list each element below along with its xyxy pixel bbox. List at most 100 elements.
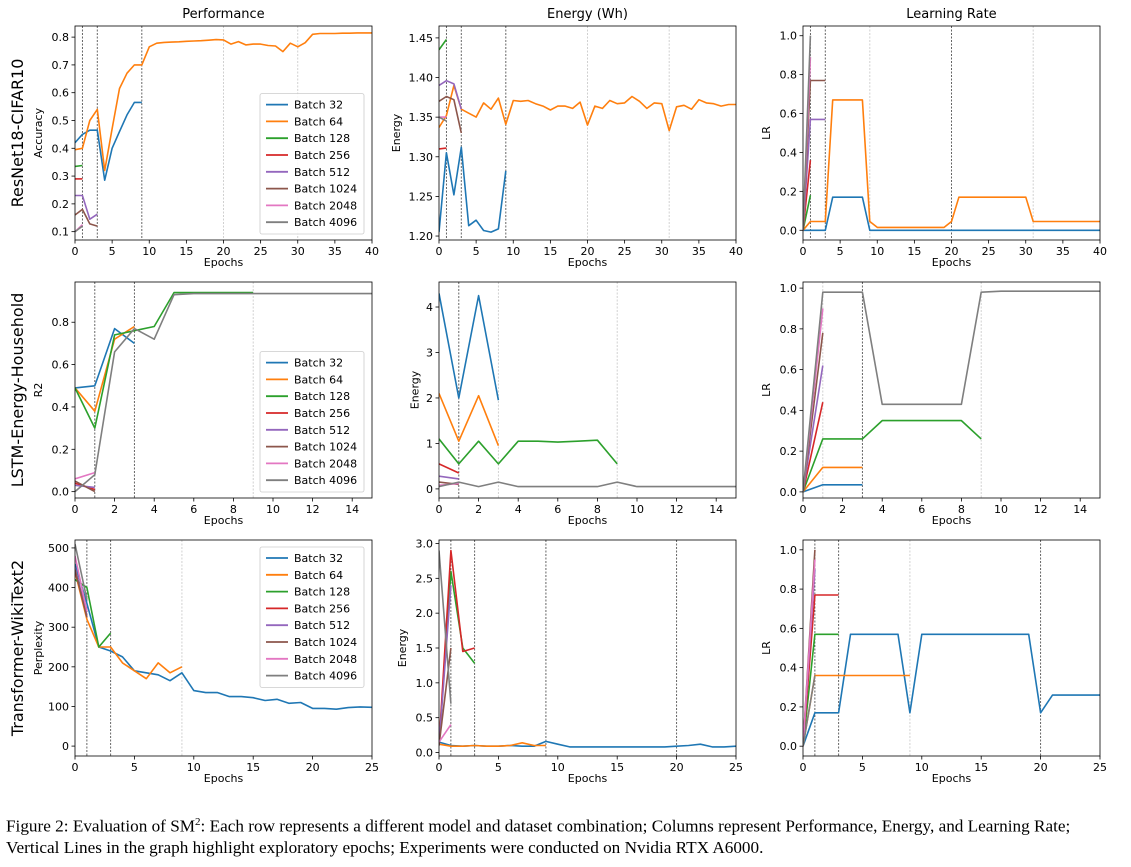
y-tick-label: 300 [48,621,69,634]
x-tick-label: 2 [839,503,846,516]
x-tick-label: 12 [670,503,684,516]
caption-text: : Each row represents a different model … [6,816,1071,858]
series-line-batch-4096 [439,481,736,488]
x-tick-label: 15 [610,761,624,774]
series-line-batch-256 [803,594,839,747]
series-line-batch-512 [803,118,826,231]
x-tick-label: 14 [709,503,723,516]
x-tick-label: 25 [982,245,996,258]
y-tick-label: 0.6 [52,87,70,100]
x-axis-label: Epochs [568,772,608,785]
x-tick-label: 0 [800,245,807,258]
series-line-batch-128 [75,164,83,168]
legend-box [259,546,365,688]
y-tick-label: 1.35 [409,111,434,124]
x-axis-label: Epochs [932,772,972,785]
y-tick-label: 0.2 [52,443,70,456]
series-line-batch-256 [803,402,824,493]
x-tick-label: 20 [581,245,595,258]
x-axis-label: Epochs [204,514,244,527]
figure-caption: Figure 2: Evaluation of SM2: Each row re… [6,812,1126,859]
legend-entry: Batch 512 [294,619,350,632]
legend-entry: Batch 64 [294,115,343,128]
y-axis-label: Energy [409,370,422,409]
y-tick-label: 0.4 [780,662,798,675]
x-tick-label: 30 [655,245,669,258]
series-line-batch-32 [75,563,372,711]
series-line-batch-256 [439,147,447,150]
x-tick-label: 5 [495,761,502,774]
plot-frame [438,539,737,757]
x-tick-label: 25 [729,761,743,774]
legend-entry: Batch 256 [294,602,350,615]
series-line-batch-2048 [75,471,96,480]
y-tick-label: 0.2 [780,185,798,198]
series-line-batch-512 [75,194,98,220]
x-tick-label: 15 [974,761,988,774]
plot-frame [802,539,1101,757]
series-line-batch-128 [803,419,982,493]
series-line-batch-512 [439,585,452,746]
y-tick-label: 0.6 [52,359,70,372]
series-line-batch-64 [803,466,863,493]
y-tick-label: 0.2 [780,445,798,458]
x-tick-label: 0 [436,761,443,774]
x-tick-label: 35 [328,245,342,258]
plot-frame [802,281,1101,499]
y-tick-label: 0.0 [780,224,798,237]
x-axis-label: Epochs [932,256,972,269]
legend-entry: Batch 4096 [294,216,357,229]
legend-entry: Batch 128 [294,132,350,145]
x-tick-label: 15 [179,245,193,258]
legend-entry: Batch 512 [294,424,350,437]
x-tick-label: 40 [729,245,743,258]
row-title: LSTM-Energy-Household [8,293,27,488]
x-tick-label: 8 [958,503,965,516]
series-line-batch-1024 [75,480,96,493]
legend-entry: Batch 256 [294,407,350,420]
y-tick-label: 0.6 [780,622,798,635]
y-axis-label: R2 [32,383,45,398]
plot-frame [74,281,373,499]
series-line-batch-32 [803,483,863,493]
x-tick-label: 40 [1093,245,1107,258]
x-tick-label: 4 [515,503,522,516]
x-tick-label: 2 [475,503,482,516]
y-tick-label: 0.6 [780,364,798,377]
x-tick-label: 10 [506,245,520,258]
y-tick-label: 0.0 [416,747,434,760]
x-tick-label: 20 [1034,761,1048,774]
x-tick-label: 15 [907,245,921,258]
y-tick-label: 0.8 [780,583,798,596]
x-axis-label: Epochs [568,514,608,527]
legend-entry: Batch 128 [294,586,350,599]
x-tick-label: 12 [306,503,320,516]
y-tick-label: 1.5 [416,642,434,655]
column-title: Energy (Wh) [547,7,628,22]
y-tick-label: 0.1 [52,226,70,239]
legend-entry: Batch 512 [294,166,350,179]
series-line-batch-64 [439,393,500,446]
x-tick-label: 5 [131,761,138,774]
series-line-batch-32 [439,293,500,401]
legend-entry: Batch 128 [294,390,350,403]
x-tick-label: 20 [945,245,959,258]
y-tick-label: 0.2 [52,198,70,211]
legend-entry: Batch 64 [294,569,343,582]
x-axis-label: Epochs [568,256,608,269]
y-tick-label: 0.4 [52,401,70,414]
x-tick-label: 14 [1073,503,1087,516]
legend-entry: Batch 1024 [294,441,357,454]
legend-entry: Batch 32 [294,99,343,112]
y-tick-label: 1.0 [416,677,434,690]
legend-entry: Batch 2048 [294,199,357,212]
x-tick-label: 20 [217,245,231,258]
series-line-batch-64 [439,741,546,748]
plot-area [75,282,372,498]
series-line-batch-4096 [803,290,1100,492]
y-tick-label: 0.0 [780,486,798,499]
series-line-batch-4096 [439,116,447,122]
legend-entry: Batch 2048 [294,457,357,470]
y-tick-label: 1.40 [409,72,434,85]
x-tick-label: 8 [230,503,237,516]
